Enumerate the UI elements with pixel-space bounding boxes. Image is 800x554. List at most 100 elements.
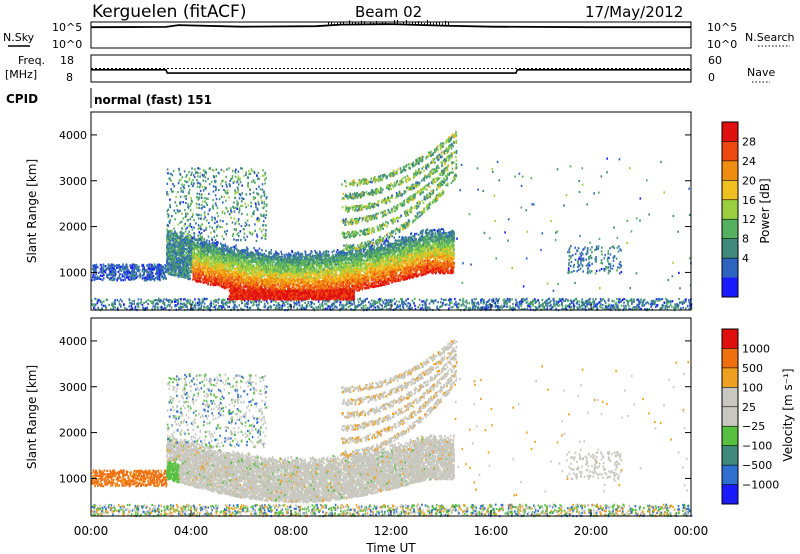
data-cell — [95, 273, 97, 276]
data-cell — [99, 263, 102, 266]
data-cell — [609, 306, 612, 309]
data-cell — [235, 244, 237, 247]
data-cell — [236, 306, 238, 309]
data-cell — [298, 301, 301, 304]
data-cell — [116, 266, 118, 269]
data-cell — [322, 304, 324, 307]
data-cell — [113, 303, 115, 306]
data-cell — [572, 303, 575, 306]
data-cell — [141, 274, 144, 277]
data-cell — [310, 284, 313, 287]
data-cell — [117, 270, 120, 273]
data-cell — [341, 303, 343, 306]
data-cell — [244, 285, 246, 288]
data-cell — [306, 283, 308, 286]
data-cell — [143, 307, 145, 310]
data-cell — [638, 300, 640, 303]
data-cell — [136, 269, 138, 272]
data-cell — [317, 300, 320, 303]
data-cell — [506, 297, 509, 301]
data-cell — [465, 306, 467, 309]
data-cell — [365, 304, 367, 307]
data-cell — [466, 302, 468, 305]
data-cell — [370, 299, 373, 302]
data-cell — [389, 300, 391, 303]
data-cell — [105, 307, 108, 310]
data-cell — [160, 269, 163, 272]
data-cell — [448, 231, 451, 234]
data-cell — [349, 302, 352, 305]
data-cell — [504, 301, 507, 304]
data-cell — [555, 307, 557, 310]
data-cell — [95, 265, 97, 268]
data-cell — [378, 306, 380, 309]
data-cell — [260, 266, 262, 269]
data-cell — [642, 300, 645, 303]
data-cell — [107, 276, 109, 279]
data-cell — [258, 301, 261, 304]
data-cell — [250, 301, 252, 304]
data-cell — [417, 306, 420, 309]
data-cell — [498, 297, 500, 300]
data-cell — [95, 269, 97, 272]
data-cell — [112, 274, 114, 277]
data-cell — [646, 301, 649, 304]
data-cell — [553, 304, 555, 307]
data-cell — [293, 305, 295, 309]
data-cell — [150, 264, 153, 267]
data-cell — [416, 267, 419, 270]
data-cell — [164, 276, 167, 280]
data-cell — [143, 270, 146, 273]
data-cell — [113, 264, 116, 267]
data-cell — [138, 265, 140, 268]
data-cell — [424, 253, 426, 256]
data-cell — [209, 261, 211, 264]
data-cell — [241, 301, 243, 304]
data-cell — [462, 300, 464, 303]
data-cell — [247, 299, 249, 302]
data-cell — [116, 264, 118, 267]
data-cell — [428, 302, 431, 305]
data-cell — [381, 299, 384, 302]
data-cell — [511, 298, 513, 301]
data-cell — [373, 299, 375, 303]
data-cell — [305, 307, 307, 310]
data-cell — [296, 276, 299, 279]
data-cell — [250, 251, 252, 254]
data-cell — [629, 308, 631, 311]
data-cell — [420, 307, 422, 310]
data-cell — [322, 269, 325, 272]
beam-title: Beam 02 — [355, 3, 422, 21]
data-cell — [347, 306, 350, 309]
data-cell — [247, 252, 250, 255]
data-cell — [286, 302, 289, 305]
data-cell — [233, 308, 236, 311]
data-cell — [409, 304, 412, 307]
data-cell — [410, 306, 413, 310]
data-cell — [235, 248, 238, 251]
data-cell — [111, 264, 114, 267]
data-cell — [440, 298, 443, 301]
data-cell — [564, 299, 567, 302]
data-cell — [131, 272, 133, 275]
data-cell — [280, 250, 282, 253]
freq-label-2: [MHz] — [5, 68, 37, 81]
data-cell — [214, 242, 216, 245]
data-cell — [485, 301, 488, 304]
data-cell — [532, 303, 534, 306]
data-cell — [132, 273, 135, 276]
data-cell — [139, 276, 141, 279]
data-cell — [610, 304, 612, 307]
data-cell — [395, 305, 398, 308]
data-cell — [480, 299, 483, 303]
data-cell — [356, 275, 359, 278]
data-cell — [647, 302, 650, 305]
data-cell — [601, 307, 604, 310]
data-cell — [497, 299, 499, 302]
data-cell — [405, 244, 408, 247]
data-cell — [182, 303, 184, 306]
data-cell — [245, 251, 247, 254]
nave-tick-bottom: 0 — [708, 71, 715, 84]
data-cell — [396, 305, 399, 308]
data-cell — [587, 303, 590, 306]
